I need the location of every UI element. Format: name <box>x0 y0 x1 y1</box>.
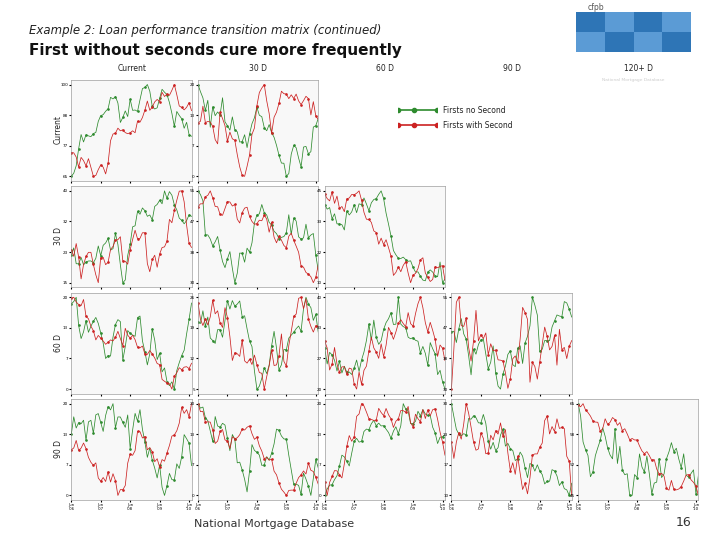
Text: Current: Current <box>117 64 146 73</box>
Text: NMDB: NMDB <box>610 58 657 72</box>
Text: 30 D: 30 D <box>250 64 268 73</box>
Text: 60 D: 60 D <box>376 64 394 73</box>
Bar <box>576 11 605 32</box>
Bar <box>634 32 662 52</box>
Text: 90 D: 90 D <box>503 64 521 73</box>
Bar <box>605 11 634 32</box>
Text: Firsts with Second: Firsts with Second <box>443 121 512 130</box>
Text: 60 D: 60 D <box>53 334 63 352</box>
Text: 30 D: 30 D <box>53 227 63 245</box>
Text: 120+ D: 120+ D <box>624 64 653 73</box>
Text: Current: Current <box>53 116 63 144</box>
Bar <box>662 32 691 52</box>
Text: First without seconds cure more frequently: First without seconds cure more frequent… <box>29 43 402 58</box>
Bar <box>662 11 691 32</box>
Bar <box>576 32 605 52</box>
Text: cfpb: cfpb <box>588 3 604 12</box>
Text: Example 2: Loan performance transition matrix (continued): Example 2: Loan performance transition m… <box>29 24 381 37</box>
Text: National Mortgage Database: National Mortgage Database <box>603 78 665 82</box>
Text: National Mortgage Database: National Mortgage Database <box>194 519 354 529</box>
Text: 90 D: 90 D <box>53 440 63 458</box>
Text: 16: 16 <box>675 516 691 529</box>
Text: Firsts no Second: Firsts no Second <box>443 106 505 114</box>
Bar <box>634 11 662 32</box>
Bar <box>605 32 634 52</box>
